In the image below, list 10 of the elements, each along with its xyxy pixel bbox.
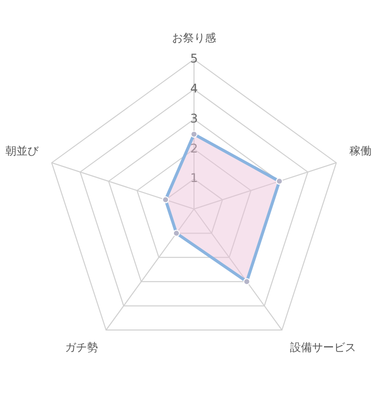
spoke-label: 朝並び	[5, 144, 40, 158]
y-tick-label: 1	[190, 171, 198, 186]
y-tick-label: 5	[190, 52, 198, 66]
y-tick-label: 3	[190, 111, 198, 126]
spoke-label: お祭り感	[172, 32, 216, 45]
y-tick-label: 4	[190, 81, 198, 96]
spoke-label: 稼働	[350, 144, 372, 158]
spoke-label: ガチ勢	[64, 340, 98, 354]
spoke-label: 設備サービス	[290, 340, 356, 354]
y-tick-label: 2	[190, 141, 198, 156]
